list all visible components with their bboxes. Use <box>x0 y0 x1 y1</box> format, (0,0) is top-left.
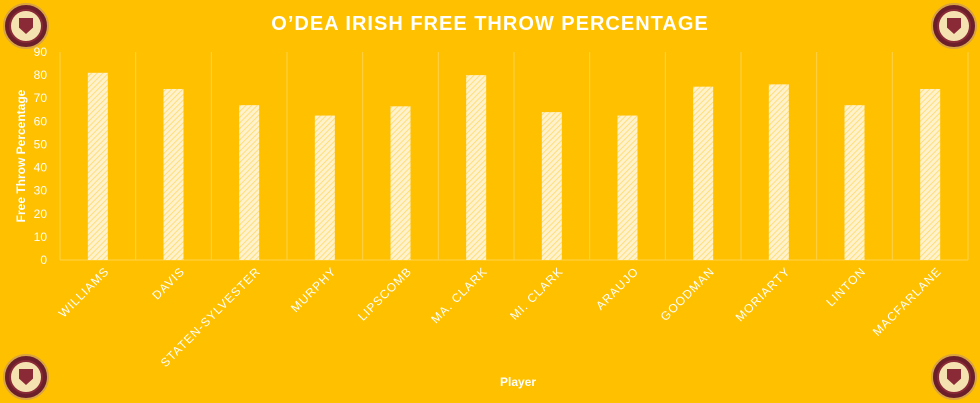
y-axis: 0 10 20 30 40 50 60 70 80 90 <box>34 45 48 267</box>
y-tick-label: 10 <box>34 230 48 244</box>
y-tick-label: 20 <box>34 207 48 221</box>
y-tick-label: 40 <box>34 161 48 175</box>
bar <box>163 88 184 260</box>
chart-title: O’DEA IRISH FREE THROW PERCENTAGE <box>271 13 708 35</box>
bar <box>693 86 714 261</box>
bar <box>541 112 562 260</box>
bar <box>768 84 789 260</box>
y-tick-label: 60 <box>34 114 48 128</box>
x-tick-label: LINTON <box>824 264 869 309</box>
bar <box>466 75 487 260</box>
x-tick-label: MI. CLARK <box>507 264 566 323</box>
y-tick-label: 50 <box>34 137 48 151</box>
x-tick-label: MURPHY <box>288 264 339 315</box>
x-tick-label: LIPSCOMB <box>355 264 414 323</box>
grid <box>59 52 969 261</box>
y-tick-label: 90 <box>34 45 48 59</box>
school-logo-icon <box>931 354 977 400</box>
y-tick-label: 70 <box>34 91 48 105</box>
y-tick-label: 80 <box>34 68 48 82</box>
x-tick-label: GOODMAN <box>658 264 718 324</box>
x-tick-label: ARAUJO <box>593 264 642 313</box>
bar <box>920 88 941 260</box>
y-tick-label: 30 <box>34 184 48 198</box>
x-tick-label: DAVIS <box>149 264 187 302</box>
x-tick-label: WILLIAMS <box>56 264 112 320</box>
x-tick-label: MACFARLANE <box>870 264 945 339</box>
school-logo-icon <box>931 3 977 49</box>
school-logo-icon <box>3 354 49 400</box>
y-tick-label: 0 <box>40 253 47 267</box>
x-axis-title: Player <box>500 375 536 389</box>
bar <box>87 72 108 260</box>
bar <box>314 115 335 260</box>
y-axis-title: Free Throw Percentage <box>14 89 28 222</box>
bar <box>239 105 260 261</box>
bars <box>87 72 941 261</box>
x-tick-label: MA. CLARK <box>428 264 490 326</box>
bar <box>617 115 638 260</box>
bar <box>390 106 411 260</box>
bar <box>844 105 865 261</box>
x-tick-label: MORIARTY <box>733 264 793 324</box>
school-logo-icon <box>3 3 49 49</box>
